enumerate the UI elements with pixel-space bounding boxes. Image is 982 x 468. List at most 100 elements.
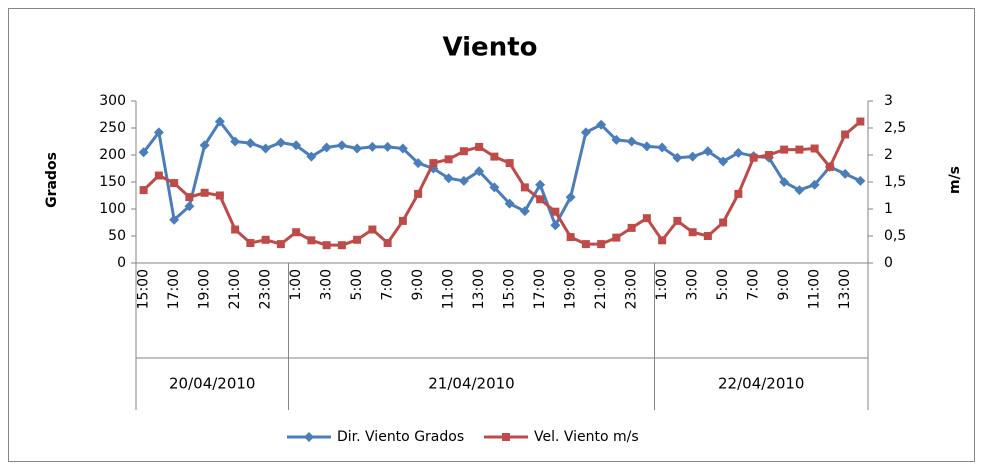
x-tick-label: 23:00	[624, 269, 640, 309]
data-point	[612, 233, 621, 242]
data-point	[337, 241, 346, 250]
data-point	[383, 239, 392, 248]
data-point	[550, 220, 561, 231]
data-point	[444, 155, 453, 164]
data-point	[307, 236, 316, 245]
legend-marker	[304, 432, 314, 442]
x-tick-label: 1:00	[288, 269, 304, 300]
data-point	[306, 151, 317, 162]
data-point	[352, 143, 363, 154]
data-point	[688, 228, 697, 237]
x-tick-label: 9:00	[410, 269, 426, 300]
x-tick-label: 11:00	[807, 269, 823, 309]
x-tick-label: 11:00	[441, 269, 457, 309]
data-point	[321, 142, 332, 153]
data-point	[245, 138, 256, 149]
x-tick-label: 15:00	[502, 269, 518, 309]
y-tick-label: 50	[108, 228, 126, 244]
data-point	[702, 146, 713, 157]
data-point	[565, 192, 576, 203]
data-point	[292, 228, 301, 237]
x-tick-label: 23:00	[258, 269, 274, 309]
data-point	[215, 191, 224, 200]
data-point	[246, 239, 255, 248]
data-point	[703, 232, 712, 240]
data-point	[397, 143, 408, 154]
data-point	[719, 218, 728, 227]
data-point	[368, 225, 377, 234]
data-point	[809, 179, 820, 190]
data-point	[429, 159, 438, 168]
y2-tick-label: 1	[884, 201, 893, 217]
x-tick-label: 19:00	[197, 269, 213, 309]
data-point	[170, 179, 179, 188]
y-tick-label: 150	[99, 174, 126, 190]
data-point	[597, 240, 606, 249]
y2-tick-label: 0,5	[884, 228, 906, 244]
x-tick-label: 7:00	[380, 269, 396, 300]
data-point	[184, 201, 195, 212]
chart-title: Viento	[442, 33, 537, 63]
data-point	[810, 144, 819, 153]
data-point	[856, 117, 865, 126]
data-point	[199, 140, 210, 151]
x-tick-label: 3:00	[685, 269, 701, 300]
data-point	[231, 225, 240, 234]
data-point	[566, 233, 575, 242]
data-point	[458, 175, 469, 186]
data-point	[398, 216, 407, 225]
data-point	[475, 142, 484, 151]
x-group-label: 22/04/2010	[718, 375, 804, 393]
data-point	[291, 140, 302, 151]
data-point	[536, 195, 545, 204]
data-point	[443, 173, 454, 184]
data-point	[275, 137, 286, 148]
x-tick-label: 19:00	[563, 269, 579, 309]
data-point	[733, 147, 744, 158]
legend-label: Vel. Viento m/s	[534, 429, 639, 445]
data-point	[718, 156, 729, 167]
data-point	[504, 198, 515, 209]
data-point	[139, 186, 148, 195]
data-point	[414, 189, 423, 198]
x-tick-label: 17:00	[532, 269, 548, 309]
data-point	[260, 143, 271, 154]
data-point	[658, 236, 667, 245]
y-tick-label: 250	[99, 120, 126, 136]
data-point	[459, 147, 468, 156]
data-point	[840, 168, 851, 179]
data-point	[764, 151, 773, 159]
data-point	[672, 152, 683, 163]
x-tick-label: 17:00	[166, 269, 182, 309]
x-tick-label: 9:00	[776, 269, 792, 300]
y2-tick-label: 1,5	[884, 174, 906, 190]
legend-label: Dir. Viento Grados	[337, 429, 464, 445]
data-point	[687, 151, 698, 162]
data-point	[780, 145, 789, 154]
data-point	[276, 240, 285, 249]
data-point	[535, 179, 546, 190]
x-tick-label: 1:00	[654, 269, 670, 300]
data-point	[367, 141, 378, 152]
data-point	[855, 175, 866, 186]
data-point	[382, 141, 393, 152]
data-point	[490, 152, 499, 161]
data-point	[336, 140, 347, 151]
data-point	[261, 235, 270, 244]
x-group-label: 20/04/2010	[169, 375, 255, 393]
x-tick-label: 5:00	[349, 269, 365, 300]
x-tick-label: 5:00	[715, 269, 731, 300]
data-point	[153, 127, 164, 138]
data-point	[611, 134, 622, 145]
data-point	[214, 116, 225, 127]
x-tick-label: 15:00	[136, 269, 152, 309]
data-point	[322, 241, 331, 250]
data-point	[413, 158, 424, 169]
data-point	[154, 171, 163, 180]
data-point	[551, 207, 560, 216]
data-point	[641, 141, 652, 152]
data-point	[353, 235, 362, 244]
y2-axis-label: m/s	[947, 166, 963, 194]
data-point	[169, 214, 180, 225]
